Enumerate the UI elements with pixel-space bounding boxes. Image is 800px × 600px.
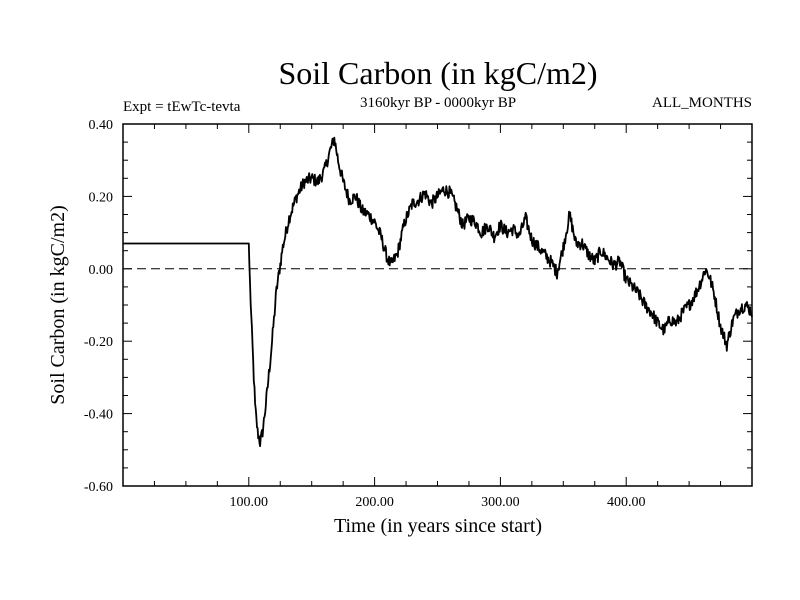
months-label: ALL_MONTHS	[652, 95, 752, 111]
x-axis-label: Time (in years since start)	[334, 515, 542, 537]
y-tick-label: -0.40	[84, 408, 113, 423]
experiment-label: Expt = tEwTc-tevta	[123, 99, 241, 115]
axis-ticks: 100.00 200.00 300.00 400.00 -0.60 -0.40 -0.20 0…	[84, 118, 752, 510]
x-tick-label: 200.00	[355, 495, 394, 510]
plot-area	[122, 136, 753, 448]
y-tick-label: 0.20	[89, 190, 114, 205]
y-axis-label: Soil Carbon (in kgC/m2)	[47, 205, 69, 404]
x-tick-label: 100.00	[230, 495, 269, 510]
y-tick-label: -0.60	[84, 480, 113, 495]
y-tick-label: -0.20	[84, 335, 113, 350]
x-tick-label: 400.00	[607, 495, 646, 510]
y-tick-label: 0.40	[89, 118, 114, 133]
y-tick-label: 0.00	[89, 263, 114, 278]
chart-title: Soil Carbon (in kgC/m2)	[278, 55, 597, 91]
series-line-0	[122, 136, 753, 448]
chart-subtitle: 3160kyr BP - 0000kyr BP	[360, 95, 516, 111]
x-tick-label: 300.00	[481, 495, 520, 510]
